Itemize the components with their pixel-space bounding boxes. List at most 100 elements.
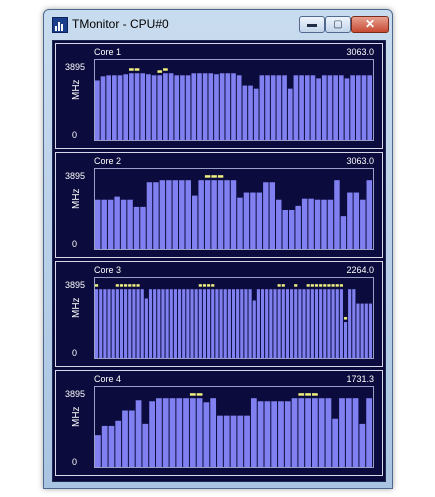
core-panel-4: Core 4 1731.3 3895 MHz 0: [55, 370, 383, 476]
frequency-bar: [269, 289, 273, 358]
frequency-bar: [321, 199, 327, 249]
frequency-bar: [202, 289, 207, 358]
title-bar[interactable]: TMonitor - CPU#0 ▬ ▢ ✕: [44, 10, 392, 40]
frequency-bar: [230, 180, 237, 249]
peak-marker: [198, 284, 202, 287]
frequency-bar: [140, 289, 144, 358]
peak-marker: [335, 284, 339, 287]
frequency-bar: [159, 180, 166, 249]
frequency-bars: [95, 284, 372, 358]
frequency-bar: [114, 196, 120, 249]
frequency-bar: [230, 415, 237, 467]
frequency-bar: [99, 289, 103, 358]
frequency-bar: [265, 289, 269, 358]
frequency-bar: [224, 180, 230, 249]
frequency-bar: [248, 85, 253, 140]
core-name: Core 4: [94, 374, 122, 384]
peak-marker: [128, 284, 132, 287]
peak-marker: [157, 70, 163, 73]
frequency-bar: [270, 75, 276, 140]
frequency-bar: [186, 289, 190, 358]
y-axis-max-label: 3895: [65, 389, 86, 399]
frequency-bar: [183, 398, 189, 467]
frequency-bar: [321, 75, 327, 140]
frequency-bar: [276, 199, 282, 249]
frequency-bar: [135, 400, 142, 467]
frequency-bar: [242, 85, 248, 140]
frequency-bar: [115, 289, 119, 358]
frequency-bar: [173, 289, 177, 358]
frequency-bar: [314, 199, 321, 249]
frequency-bar: [219, 289, 223, 358]
frequency-bar: [282, 75, 287, 140]
peak-marker: [202, 284, 207, 287]
frequency-bar: [243, 192, 250, 249]
frequency-bar: [203, 402, 210, 467]
frequency-bar: [117, 75, 123, 140]
frequency-bar: [106, 75, 112, 140]
frequency-bar: [214, 74, 219, 140]
frequency-bar: [142, 423, 149, 467]
frequency-bar: [223, 289, 227, 358]
bar-chart-icon: [52, 17, 68, 33]
frequency-bar: [355, 75, 361, 140]
minimize-button[interactable]: ▬: [299, 16, 325, 33]
close-button[interactable]: ✕: [351, 16, 389, 33]
frequency-bar: [208, 73, 214, 140]
peak-marker: [129, 68, 134, 71]
frequency-bar: [327, 289, 331, 358]
frequency-bar: [162, 398, 169, 467]
frequency-bar: [169, 289, 173, 358]
frequency-bar: [210, 398, 217, 467]
frequency-bar: [302, 289, 306, 358]
frequency-bar: [149, 401, 156, 467]
frequency-bar: [146, 74, 151, 140]
peak-marker: [217, 175, 224, 178]
frequency-bar: [191, 195, 198, 249]
peak-marker: [323, 284, 327, 287]
frequency-bar: [237, 197, 243, 249]
frequency-bar: [253, 88, 259, 140]
peak-marker: [163, 68, 168, 71]
frequency-bar: [368, 303, 372, 358]
frequency-bar: [306, 289, 310, 358]
frequency-bar: [163, 73, 168, 140]
peak-marker: [189, 393, 196, 396]
frequency-bar: [350, 75, 355, 140]
frequency-bar: [165, 289, 169, 358]
frequency-bar: [338, 75, 344, 140]
core-panel-3: Core 3 2264.0 3895 MHz 0: [55, 261, 383, 367]
frequency-bar: [332, 418, 339, 467]
frequency-bar: [133, 206, 140, 249]
frequency-bar: [198, 180, 204, 249]
frequency-bar: [311, 398, 318, 467]
frequency-plot: [94, 386, 374, 468]
frequency-bar: [112, 75, 117, 140]
frequency-bar: [277, 289, 281, 358]
frequency-bar: [367, 75, 372, 140]
current-frequency: 3063.0: [346, 156, 374, 166]
peak-marker: [298, 393, 305, 396]
frequency-bar: [339, 289, 343, 358]
frequency-bar: [153, 289, 157, 358]
frequency-bar: [180, 75, 185, 140]
frequency-bar: [128, 289, 132, 358]
frequency-bar: [190, 289, 194, 358]
y-axis-unit-label: MHz: [71, 406, 82, 427]
frequency-bar: [168, 73, 174, 140]
peak-marker: [207, 284, 211, 287]
frequency-bar: [95, 289, 99, 358]
frequency-bars: [95, 393, 372, 467]
frequency-bar: [250, 192, 256, 249]
y-axis-min-label: 0: [72, 130, 78, 140]
y-axis-min-label: 0: [72, 457, 78, 467]
maximize-button[interactable]: ▢: [325, 16, 351, 33]
frequency-bar: [100, 76, 106, 140]
peak-marker: [115, 284, 119, 287]
frequency-bar: [198, 289, 202, 358]
frequency-bar: [257, 401, 264, 467]
y-axis-max-label: 3895: [65, 62, 86, 72]
frequency-bar: [265, 75, 270, 140]
peak-marker: [281, 284, 285, 287]
frequency-bar: [335, 289, 339, 358]
